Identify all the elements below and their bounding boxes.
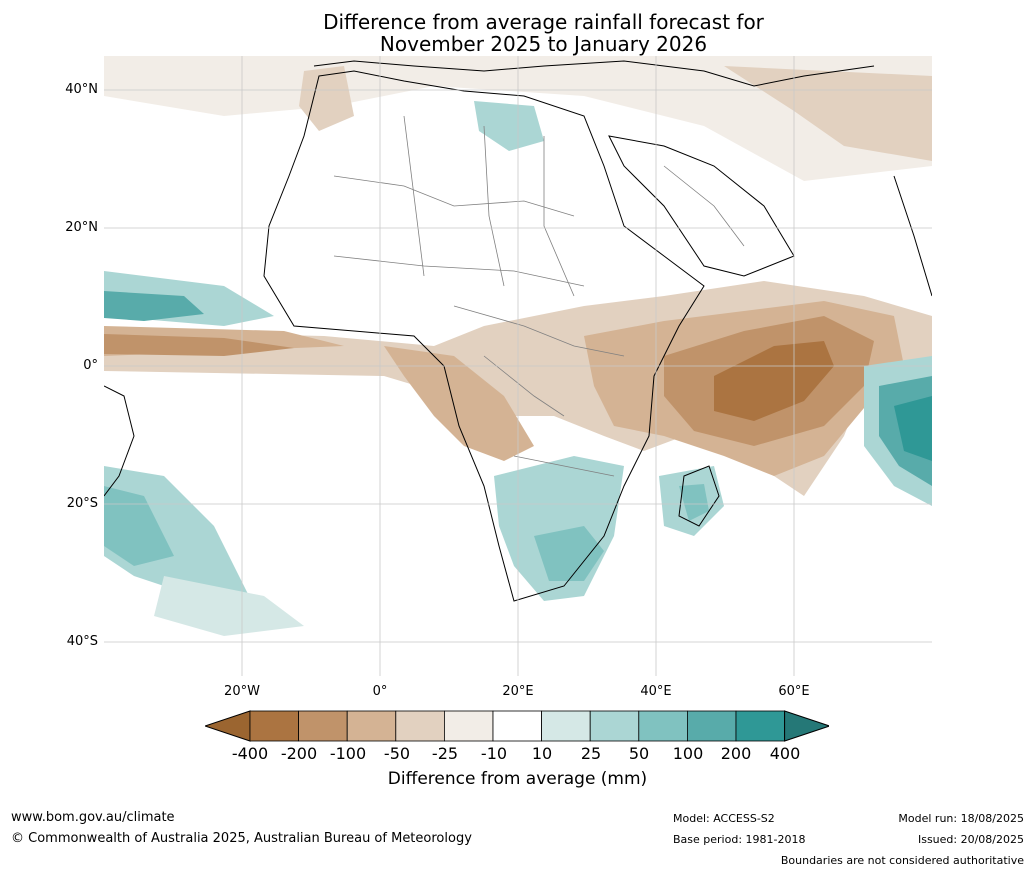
colorbar-segment — [638, 710, 688, 742]
colorbar-segment — [541, 710, 591, 742]
coastlines — [104, 60, 932, 602]
wet-southern-africa-core — [534, 526, 604, 581]
colorbar-tick-label: -100 — [329, 744, 367, 763]
colorbar-tick-label: 10 — [531, 744, 553, 763]
model-run-date: Model run: 18/08/2025 — [898, 812, 1024, 825]
colorbar-segment — [443, 710, 494, 742]
map-title-line1: Difference from average rainfall forecas… — [323, 10, 764, 34]
lon-label-20e: 20°E — [502, 684, 534, 699]
colorbar-tick-label: 25 — [580, 744, 602, 763]
colorbar-title: Difference from average (mm) — [387, 769, 648, 789]
wet-east-indian-ocean-core — [894, 396, 932, 461]
colorbar-segment — [395, 710, 445, 742]
boundaries-disclaimer: Boundaries are not considered authoritat… — [780, 854, 1024, 867]
colorbar-tick-label: -10 — [480, 744, 508, 763]
lon-label-20w: 20°W — [224, 684, 260, 699]
copyright-text: © Commonwealth of Australia 2025, Austra… — [11, 831, 472, 846]
colorbar-tick-label: -25 — [431, 744, 459, 763]
colorbar-segment — [249, 710, 299, 742]
anomaly-shading — [104, 56, 932, 636]
colorbar-tick-label: 400 — [769, 744, 801, 763]
lat-label-20n: 20°N — [65, 220, 98, 235]
wet-madagascar-core — [679, 484, 709, 521]
website-link: www.bom.gov.au/climate — [11, 810, 175, 825]
madagascar-coastline — [678, 465, 720, 527]
model-name: Model: ACCESS-S2 — [673, 812, 775, 825]
colorbar-segment — [492, 710, 542, 742]
colorbar-extend-high — [784, 710, 829, 742]
india-coastline — [893, 175, 932, 297]
lat-label-40s: 40°S — [66, 634, 98, 649]
dry-atlantic-strip — [104, 334, 294, 356]
dry-congo — [384, 346, 534, 461]
arabia-coastline — [608, 135, 795, 277]
colorbar-tick-label: 50 — [628, 744, 650, 763]
europe-coastline — [313, 60, 875, 87]
colorbar-tick-label: -200 — [280, 744, 318, 763]
africa-coastline — [263, 70, 705, 602]
south-america-coastline — [104, 385, 135, 497]
colorbar — [205, 710, 829, 742]
rainfall-anomaly-map — [104, 56, 932, 676]
colorbar-tick-label: -50 — [383, 744, 411, 763]
lon-label-40e: 40°E — [640, 684, 672, 699]
base-period: Base period: 1981-2018 — [673, 833, 806, 846]
country-borders — [333, 115, 745, 477]
lon-label-60e: 60°E — [778, 684, 810, 699]
wet-mediterranean — [474, 101, 544, 151]
colorbar-segment — [346, 710, 397, 742]
colorbar-segment — [686, 710, 737, 742]
issued-date: Issued: 20/08/2025 — [917, 833, 1024, 846]
lat-label-20s: 20°S — [66, 496, 98, 511]
colorbar-tick-label: 200 — [720, 744, 752, 763]
colorbar-segment — [735, 710, 785, 742]
dry-indian-ocean-max — [714, 341, 834, 421]
wet-atlantic-south-core — [104, 486, 174, 566]
lat-label-40n: 40°N — [65, 82, 98, 97]
dry-iberia — [299, 66, 354, 131]
wet-south-atlantic-mid — [154, 576, 304, 636]
map-title-line2: November 2025 to January 2026 — [379, 32, 708, 56]
wet-atlantic-north-core — [104, 291, 204, 321]
colorbar-segment — [589, 710, 640, 742]
lat-label-0: 0° — [83, 358, 98, 373]
colorbar-tick-label: 100 — [672, 744, 704, 763]
colorbar-segment — [298, 710, 348, 742]
colorbar-tick-label: -400 — [231, 744, 269, 763]
gridlines — [104, 56, 932, 676]
colorbar-extend-low — [205, 710, 251, 742]
lon-label-0: 0° — [372, 684, 388, 699]
